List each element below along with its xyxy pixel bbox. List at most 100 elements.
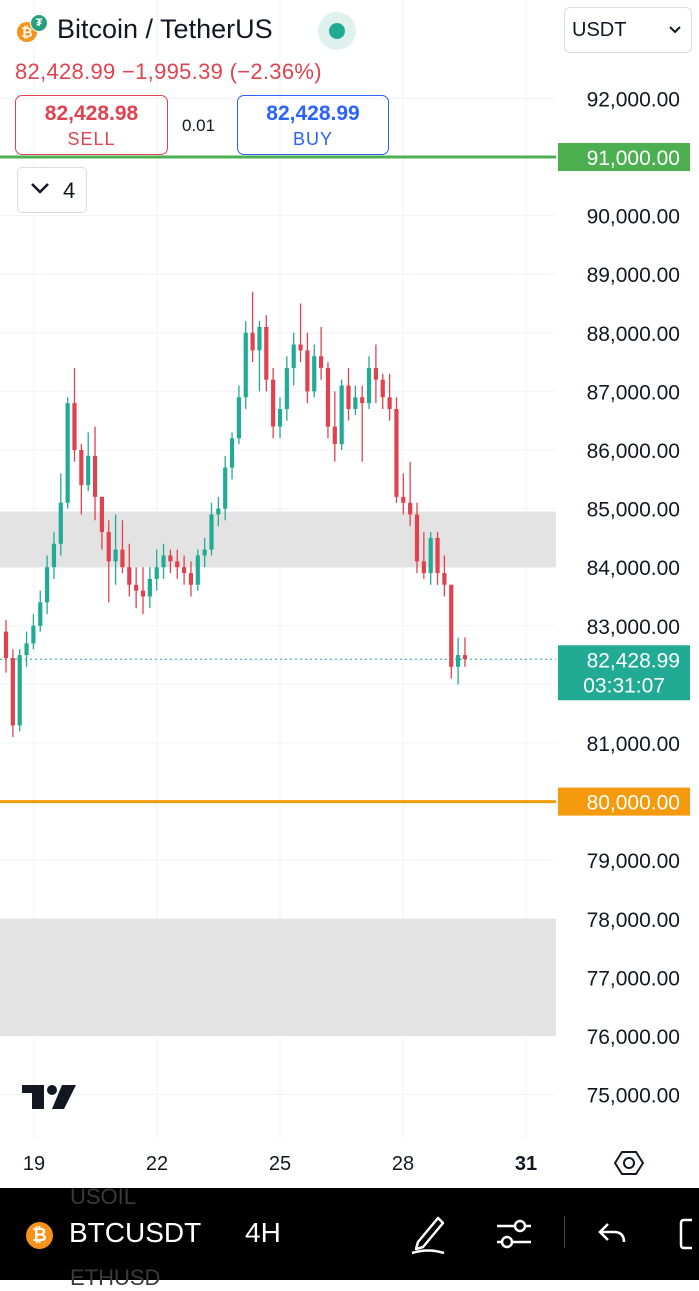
price-tick-label: 75,000.00 — [587, 1085, 680, 1108]
candle — [298, 303, 303, 363]
candle-body — [291, 344, 296, 368]
candle — [387, 373, 392, 421]
undo-icon[interactable] — [596, 1212, 630, 1256]
candle-body — [223, 467, 228, 509]
price-axis[interactable]: 75,000.00 76,000.00 77,000.00 78,000.00 79,0… — [558, 88, 690, 1108]
toolbar-divider — [564, 1216, 565, 1248]
price-tick-label: 87,000.00 — [587, 381, 680, 404]
fullscreen-icon[interactable] — [678, 1212, 699, 1256]
currency-value: USDT — [572, 19, 627, 41]
price-tick-label: 81,000.00 — [587, 733, 680, 756]
candle — [284, 356, 289, 421]
candle-body — [182, 567, 187, 574]
candle — [175, 549, 180, 579]
candle-body — [17, 655, 22, 726]
candle-body — [79, 450, 84, 486]
candle-body — [10, 658, 15, 726]
market-open-icon[interactable] — [318, 12, 356, 50]
candle — [312, 344, 317, 398]
price-change: 82,428.99 −1,995.39 (−2.36%) — [15, 59, 322, 84]
candle-body — [99, 496, 104, 533]
price-tick-label: 79,000.00 — [587, 850, 680, 873]
chevron-down-icon — [669, 26, 681, 34]
settings-gear-icon[interactable] — [614, 1148, 644, 1178]
price-zones — [0, 511, 556, 1036]
sell-button[interactable]: 82,428.98 SELL — [15, 95, 168, 155]
candle-body — [462, 655, 468, 660]
candle — [65, 397, 70, 509]
price-tick-label: 76,000.00 — [587, 1026, 680, 1049]
candle-body — [202, 549, 207, 556]
candle-body — [408, 502, 413, 515]
candle — [305, 332, 310, 404]
candle — [229, 432, 235, 480]
price-tick-label: 86,000.00 — [587, 440, 680, 463]
candle — [277, 397, 283, 439]
candle — [264, 315, 269, 392]
sell-price: 82,428.98 — [44, 102, 139, 125]
candle-body — [312, 356, 317, 392]
buy-button[interactable]: 82,428.99 BUY — [237, 95, 389, 155]
candle-body — [325, 367, 331, 427]
candle-body — [188, 573, 194, 585]
candle-body — [284, 367, 289, 409]
candle — [120, 520, 125, 574]
candle — [360, 385, 365, 462]
candle — [456, 637, 461, 685]
candle — [291, 332, 296, 386]
candle-body — [243, 332, 248, 398]
price-tick-label: 83,000.00 — [587, 616, 680, 639]
watchlist-ghost-symbol: ETHUSD — [70, 1265, 161, 1290]
candle — [51, 532, 57, 579]
candle-body — [401, 496, 406, 503]
horizontal-levels[interactable] — [0, 155, 556, 804]
symbol-button[interactable]: BTCUSDT — [69, 1217, 202, 1248]
candle — [421, 532, 426, 579]
price-tick-label: 84,000.00 — [587, 557, 680, 580]
candle-body — [373, 367, 378, 380]
time-tick-label: 19 — [23, 1153, 45, 1175]
symbol-title[interactable]: Bitcoin / TetherUS — [57, 14, 273, 44]
bottom-toolbar — [0, 1188, 699, 1280]
time-axis[interactable]: 19 22 25 28 31 — [23, 1153, 537, 1175]
level-price-tag — [558, 143, 690, 171]
candle-body — [127, 567, 132, 585]
interval-button[interactable]: 4H — [245, 1217, 281, 1248]
candle-body — [442, 573, 447, 585]
candle — [414, 502, 420, 574]
candle — [202, 537, 207, 568]
candle — [442, 555, 447, 597]
candle-body — [65, 403, 70, 503]
indicators-toggle-button[interactable]: 4 — [17, 167, 87, 213]
candle-body — [216, 508, 221, 515]
drawing-pen-icon[interactable] — [408, 1212, 448, 1256]
candle — [462, 637, 468, 667]
candle — [346, 367, 351, 421]
time-tick-label: 31 — [515, 1153, 537, 1175]
candle-body — [380, 379, 385, 398]
candle-body — [366, 367, 372, 404]
candle-body — [332, 426, 337, 445]
candle — [86, 432, 91, 492]
currency-select[interactable]: USDT — [564, 7, 692, 53]
candle-body — [394, 408, 399, 497]
indicator-count: 4 — [63, 178, 76, 203]
candle-body — [209, 514, 214, 550]
candle — [449, 584, 454, 679]
candle-body — [38, 602, 43, 626]
candle — [373, 344, 378, 404]
candle-body — [147, 578, 152, 597]
candle-body — [339, 385, 344, 445]
candle — [140, 567, 146, 615]
price-tick-label: 78,000.00 — [587, 909, 680, 932]
candle-body — [3, 631, 9, 659]
candle-body — [264, 326, 269, 380]
price-chart[interactable]: 75,000.00 76,000.00 77,000.00 78,000.00 79,0… — [0, 0, 699, 1188]
candle — [147, 567, 152, 609]
indicators-sliders-icon[interactable] — [494, 1212, 534, 1256]
candle — [188, 561, 194, 597]
candle — [24, 631, 29, 667]
candle-body — [140, 590, 146, 597]
candle — [92, 426, 98, 521]
candle — [17, 649, 22, 732]
